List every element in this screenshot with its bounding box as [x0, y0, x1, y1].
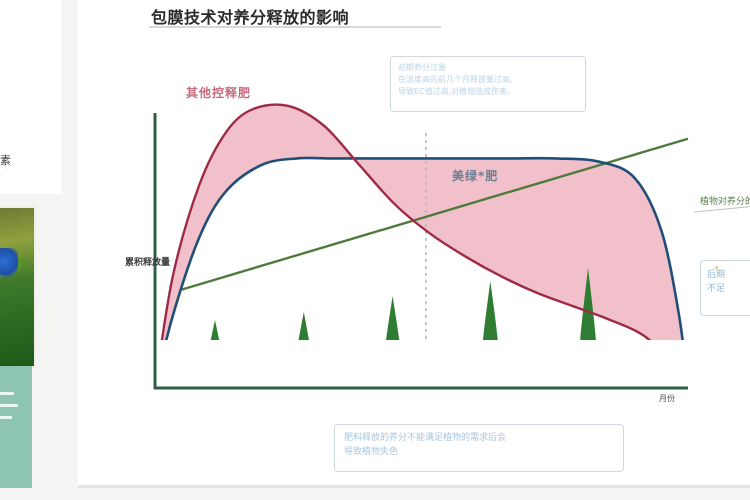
callout-line: 后期 — [707, 270, 726, 280]
rail-sublabel: ····· — [0, 172, 42, 180]
callout-line: 不足 — [707, 284, 726, 294]
y-axis-label: 累积释放量 — [125, 258, 170, 269]
teal-info-card[interactable] — [0, 366, 32, 488]
rail-white-card — [0, 0, 62, 194]
series-label-other-fertilizer: 其他控释肥 — [186, 86, 252, 100]
plant-photo-thumbnail[interactable] — [0, 206, 36, 368]
callout-line: 导致EC值过高,对植物造成伤害。 — [398, 87, 516, 96]
document-bottom-edge — [78, 485, 750, 488]
blue-flower-shape — [0, 248, 18, 278]
insufficient-release-callout: 肥料释放的养分不能满足植物的需求后会 导致植物失色 — [334, 424, 624, 472]
rail-label: 养素 — [0, 154, 12, 167]
teal-text-line-2 — [0, 404, 18, 407]
plant-demand-callout: 后期 不足 — [700, 260, 750, 316]
callout-line: 初期养分过量 — [398, 63, 446, 72]
plant-growth-icon — [210, 320, 220, 340]
callout-line: 在温度高的前几个月释放量过高, — [398, 75, 513, 84]
title-divider — [149, 26, 441, 28]
callout-line: 导致植物失色 — [344, 447, 399, 457]
left-rail: 养素 ····· — [0, 0, 78, 500]
series-label-plant-demand: 植物对养分的需要量 — [700, 197, 750, 207]
page-title: 包膜技术对养分释放的影响 — [151, 8, 350, 27]
plant-demand-leader — [693, 206, 750, 213]
meilv-fertilizer-line — [164, 156, 684, 340]
other-fertilizer-area — [161, 104, 683, 340]
teal-text-line-1 — [0, 392, 14, 395]
excess-release-callout: 初期养分过量 在温度高的前几个月释放量过高, 导致EC值过高,对植物造成伤害。 — [390, 56, 586, 112]
spark-dot-icon — [715, 266, 718, 269]
plant-growth-icon — [386, 296, 400, 340]
series-label-meilv-fertilizer: 美绿*肥 — [452, 169, 499, 183]
other-fertilizer-line — [160, 103, 652, 340]
teal-text-line-3 — [0, 416, 12, 419]
plant-growth-icon — [482, 281, 498, 340]
plant-growth-icon — [298, 312, 309, 340]
plant-growth-icon — [580, 268, 596, 340]
x-axis-label: 月份 — [659, 394, 675, 403]
chart-plot — [153, 81, 750, 390]
callout-line: 肥料释放的养分不能满足植物的需求后会 — [344, 433, 507, 443]
